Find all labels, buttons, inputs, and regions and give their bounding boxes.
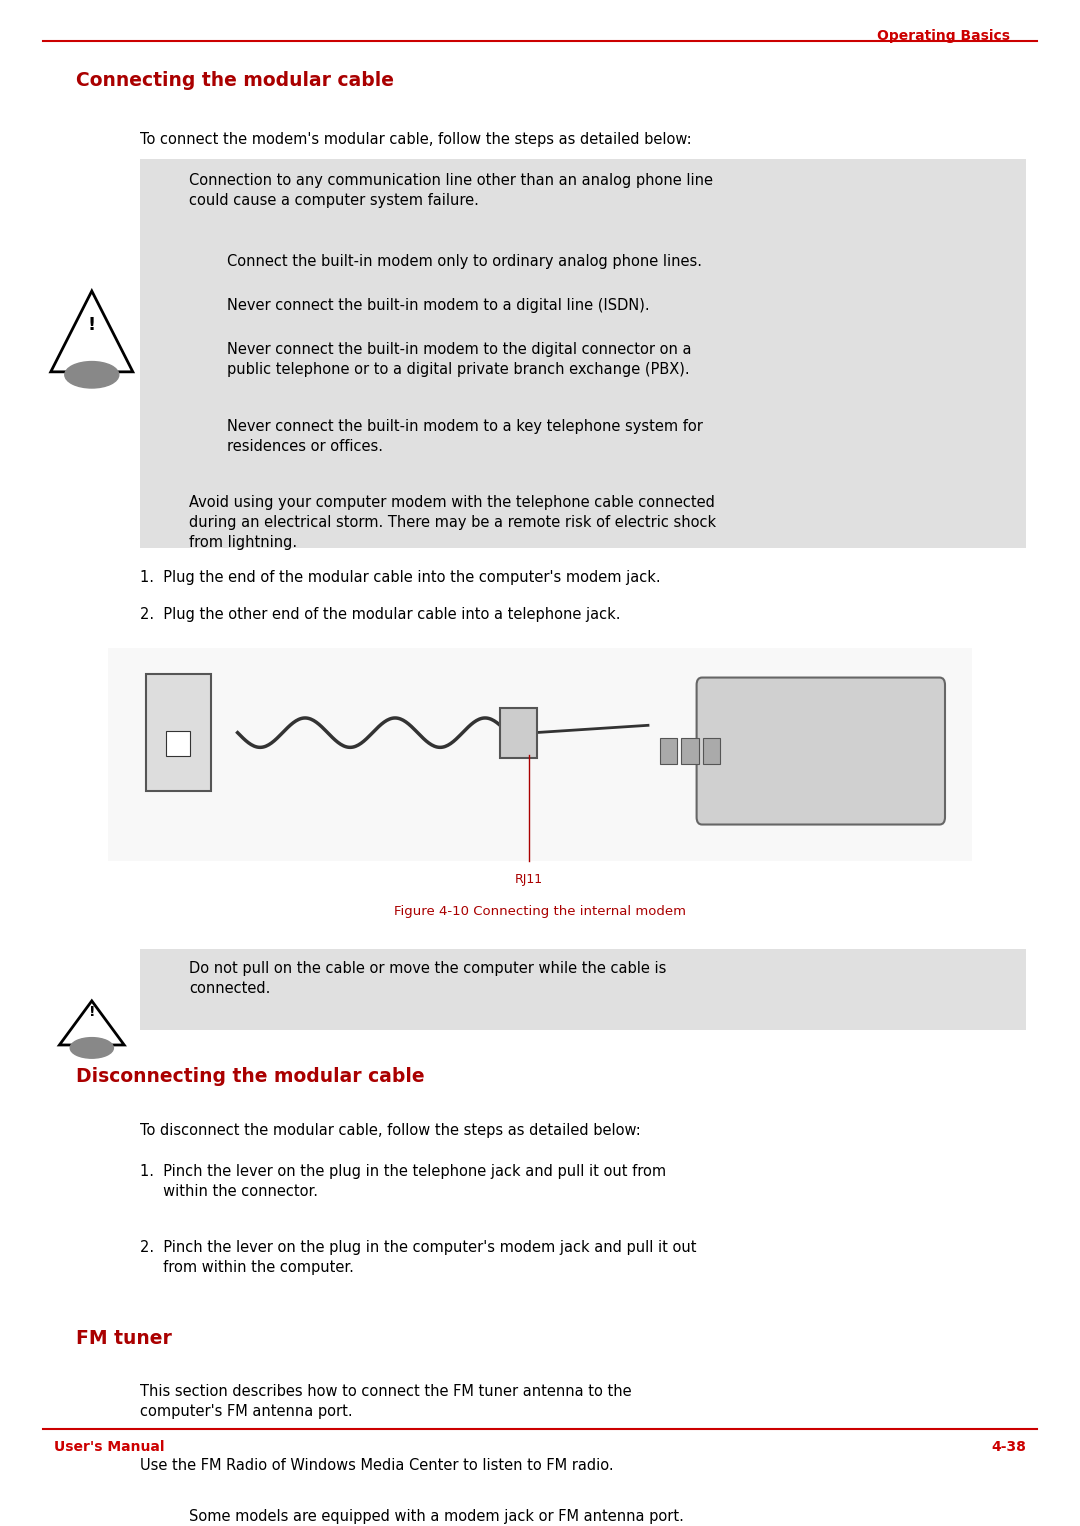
Text: i: i bbox=[90, 1523, 94, 1526]
FancyBboxPatch shape bbox=[166, 731, 190, 757]
Text: 1.  Pinch the lever on the plug in the telephone jack and pull it out from
     : 1. Pinch the lever on the plug in the te… bbox=[140, 1164, 666, 1199]
Text: Never connect the built-in modem to a digital line (ISDN).: Never connect the built-in modem to a di… bbox=[227, 299, 649, 313]
Text: 4-38: 4-38 bbox=[991, 1441, 1026, 1454]
FancyBboxPatch shape bbox=[140, 1495, 1026, 1526]
Text: To disconnect the modular cable, follow the steps as detailed below:: To disconnect the modular cable, follow … bbox=[140, 1123, 642, 1138]
FancyBboxPatch shape bbox=[108, 649, 972, 861]
Text: Do not pull on the cable or move the computer while the cable is
connected.: Do not pull on the cable or move the com… bbox=[189, 961, 666, 996]
Text: 2.  Plug the other end of the modular cable into a telephone jack.: 2. Plug the other end of the modular cab… bbox=[140, 607, 621, 623]
Text: User's Manual: User's Manual bbox=[54, 1441, 164, 1454]
Text: Avoid using your computer modem with the telephone cable connected
during an ele: Avoid using your computer modem with the… bbox=[189, 496, 716, 549]
Circle shape bbox=[62, 1494, 122, 1526]
Text: This section describes how to connect the FM tuner antenna to the
computer's FM : This section describes how to connect th… bbox=[140, 1384, 632, 1419]
Text: FM tuner: FM tuner bbox=[76, 1329, 172, 1347]
FancyBboxPatch shape bbox=[500, 708, 537, 757]
Text: Figure 4-10 Connecting the internal modem: Figure 4-10 Connecting the internal mode… bbox=[394, 905, 686, 919]
Text: Operating Basics: Operating Basics bbox=[877, 29, 1010, 43]
FancyBboxPatch shape bbox=[146, 674, 211, 792]
Text: Some models are equipped with a modem jack or FM antenna port.: Some models are equipped with a modem ja… bbox=[189, 1509, 684, 1524]
FancyBboxPatch shape bbox=[703, 737, 720, 765]
FancyBboxPatch shape bbox=[660, 737, 677, 765]
Text: !: ! bbox=[89, 1006, 95, 1019]
Text: Connection to any communication line other than an analog phone line
could cause: Connection to any communication line oth… bbox=[189, 174, 713, 208]
FancyBboxPatch shape bbox=[140, 949, 1026, 1030]
Text: !: ! bbox=[87, 316, 96, 334]
Text: Connect the built-in modem only to ordinary analog phone lines.: Connect the built-in modem only to ordin… bbox=[227, 255, 702, 269]
Ellipse shape bbox=[70, 1038, 113, 1058]
Text: 1.  Plug the end of the modular cable into the computer's modem jack.: 1. Plug the end of the modular cable int… bbox=[140, 571, 661, 586]
Polygon shape bbox=[59, 1001, 124, 1045]
FancyBboxPatch shape bbox=[681, 737, 699, 765]
Polygon shape bbox=[51, 291, 133, 372]
Text: Never connect the built-in modem to a key telephone system for
residences or off: Never connect the built-in modem to a ke… bbox=[227, 418, 703, 453]
Text: To connect the modem's modular cable, follow the steps as detailed below:: To connect the modem's modular cable, fo… bbox=[140, 133, 692, 148]
Text: Disconnecting the modular cable: Disconnecting the modular cable bbox=[76, 1067, 424, 1087]
Text: Use the FM Radio of Windows Media Center to listen to FM radio.: Use the FM Radio of Windows Media Center… bbox=[140, 1457, 615, 1473]
Text: Connecting the modular cable: Connecting the modular cable bbox=[76, 70, 393, 90]
FancyBboxPatch shape bbox=[140, 159, 1026, 548]
FancyBboxPatch shape bbox=[697, 678, 945, 824]
Ellipse shape bbox=[65, 362, 119, 388]
Text: Never connect the built-in modem to the digital connector on a
public telephone : Never connect the built-in modem to the … bbox=[227, 342, 691, 377]
Text: 2.  Pinch the lever on the plug in the computer's modem jack and pull it out
   : 2. Pinch the lever on the plug in the co… bbox=[140, 1241, 697, 1276]
Text: RJ11: RJ11 bbox=[515, 873, 543, 887]
